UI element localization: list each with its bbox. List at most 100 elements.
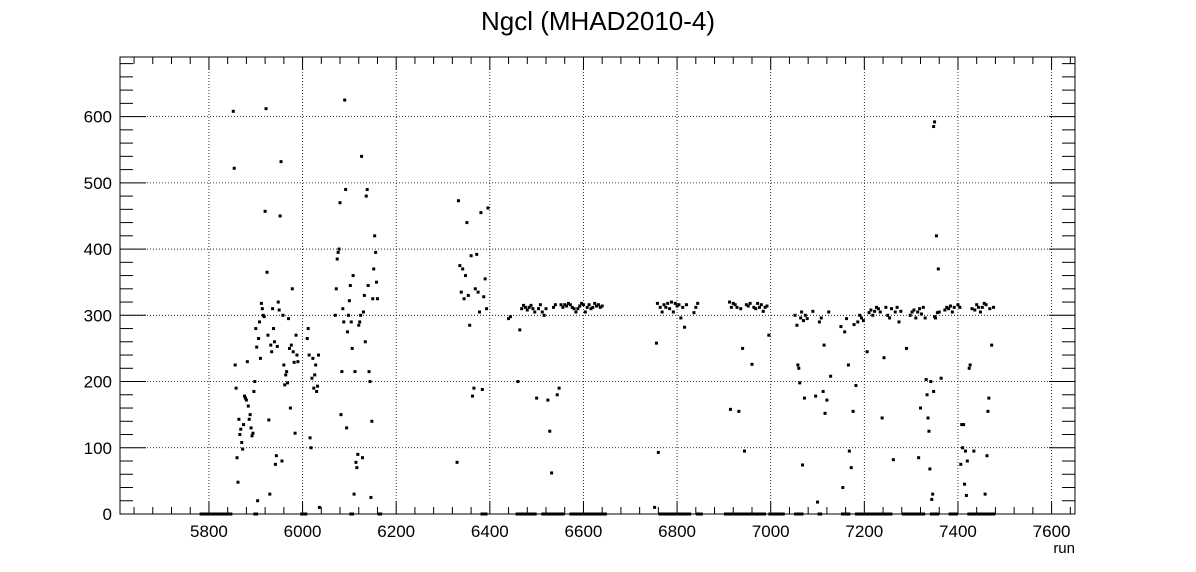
data-point xyxy=(237,417,241,421)
data-point xyxy=(272,327,276,331)
data-point xyxy=(852,323,856,327)
zero-value-cluster xyxy=(515,512,537,516)
data-point xyxy=(893,310,897,314)
data-point xyxy=(823,411,827,415)
y-tick-label: 300 xyxy=(84,306,112,325)
data-point xyxy=(583,310,587,314)
data-point xyxy=(948,304,952,308)
data-point xyxy=(975,303,979,307)
data-point xyxy=(965,459,969,463)
data-point xyxy=(967,366,971,370)
y-tick-label: 500 xyxy=(84,174,112,193)
data-point xyxy=(600,304,604,308)
data-point xyxy=(267,418,271,422)
data-point xyxy=(240,440,244,444)
data-point xyxy=(884,305,888,309)
data-point xyxy=(793,313,797,317)
data-point xyxy=(364,194,368,198)
data-point xyxy=(338,201,342,205)
data-point xyxy=(932,125,936,129)
data-point xyxy=(816,500,820,504)
data-point xyxy=(346,313,350,317)
data-point xyxy=(927,429,931,433)
x-tick-label: 6000 xyxy=(284,522,322,541)
data-point xyxy=(254,327,258,331)
data-point xyxy=(246,404,250,408)
data-point xyxy=(754,307,758,311)
data-point xyxy=(252,389,256,393)
data-point xyxy=(345,426,349,430)
data-point xyxy=(929,380,933,384)
data-point xyxy=(654,341,658,345)
data-point xyxy=(476,290,480,294)
data-point xyxy=(294,333,298,337)
data-point xyxy=(675,304,679,308)
data-point xyxy=(918,307,922,311)
data-point xyxy=(317,505,321,509)
x-tick-label: 6200 xyxy=(377,522,415,541)
data-point xyxy=(591,305,595,309)
data-point xyxy=(277,308,281,312)
data-point xyxy=(756,301,760,305)
data-point xyxy=(952,305,956,309)
data-point xyxy=(664,305,668,309)
data-point xyxy=(459,290,463,294)
data-point xyxy=(296,360,300,364)
data-point xyxy=(729,305,733,309)
data-point xyxy=(817,320,821,324)
data-point xyxy=(236,480,240,484)
data-point xyxy=(924,378,928,382)
data-point xyxy=(576,307,580,311)
data-point xyxy=(475,252,479,256)
data-point xyxy=(679,316,683,320)
data-point xyxy=(839,325,843,329)
data-point xyxy=(970,307,974,311)
data-point xyxy=(553,303,557,307)
data-point xyxy=(287,346,291,350)
data-point xyxy=(684,303,688,307)
data-point xyxy=(276,300,280,304)
data-point xyxy=(287,317,291,321)
zero-value-cluster xyxy=(723,512,767,516)
data-point xyxy=(265,270,269,274)
data-point xyxy=(309,446,313,450)
data-point xyxy=(904,346,908,350)
data-point xyxy=(375,280,379,284)
data-point xyxy=(559,303,563,307)
data-point xyxy=(555,393,559,397)
data-point xyxy=(256,499,260,503)
data-point xyxy=(348,284,352,287)
data-point xyxy=(314,363,318,367)
data-point xyxy=(858,313,862,317)
data-point xyxy=(660,310,664,314)
data-point xyxy=(244,398,248,402)
data-point xyxy=(542,313,546,317)
data-point xyxy=(271,307,275,311)
data-point xyxy=(748,301,752,305)
data-point xyxy=(260,307,264,311)
x-tick-label: 7400 xyxy=(939,522,977,541)
data-point xyxy=(822,343,826,347)
data-point xyxy=(333,313,337,317)
data-point xyxy=(340,370,344,374)
data-point xyxy=(462,297,466,301)
data-point xyxy=(985,454,989,458)
data-point xyxy=(973,308,977,312)
data-point xyxy=(565,304,569,308)
data-point xyxy=(360,154,364,158)
data-point xyxy=(253,380,257,384)
data-point xyxy=(845,317,849,321)
data-point xyxy=(316,384,320,388)
data-point xyxy=(653,505,657,509)
data-point xyxy=(362,293,366,297)
data-point xyxy=(485,307,489,311)
data-point xyxy=(264,107,268,111)
data-point xyxy=(891,458,895,462)
data-point xyxy=(761,309,765,313)
data-point xyxy=(273,462,277,466)
zero-value-cluster xyxy=(854,512,893,516)
data-point xyxy=(692,311,696,315)
data-point xyxy=(878,310,882,314)
data-point xyxy=(288,406,292,410)
